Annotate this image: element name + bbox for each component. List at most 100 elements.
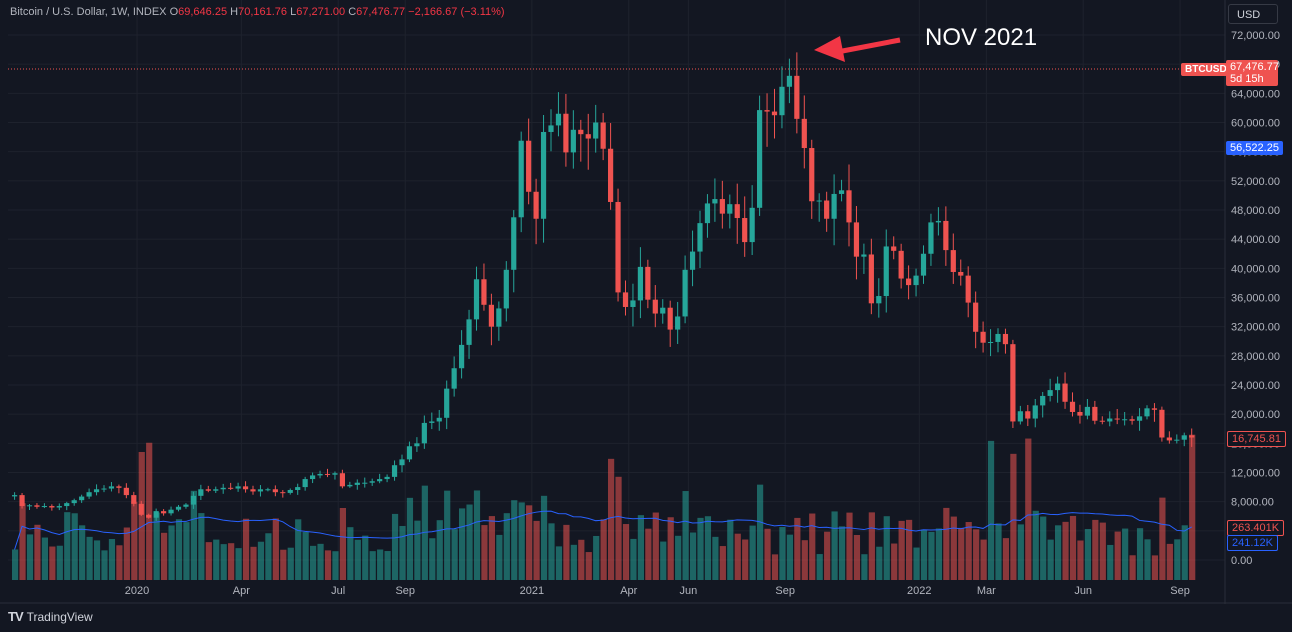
volume-bar bbox=[749, 525, 756, 580]
price-axis[interactable]: 72,000.0068,000.0064,000.0060,000.0056,0… bbox=[1231, 30, 1280, 567]
close-label: C bbox=[348, 6, 357, 18]
candle-body bbox=[645, 266, 651, 300]
candle-body bbox=[138, 503, 144, 515]
candle-body bbox=[481, 279, 487, 305]
volume-bar bbox=[689, 532, 697, 580]
y-tick-label: 36,000.00 bbox=[1231, 293, 1280, 305]
currency-button[interactable]: USD bbox=[1228, 4, 1278, 24]
volume-bar bbox=[608, 458, 615, 580]
candle-body bbox=[980, 331, 986, 343]
volume-bar bbox=[682, 491, 689, 580]
candle-body bbox=[1055, 383, 1061, 391]
candle-body bbox=[123, 487, 129, 496]
volume-bar bbox=[973, 529, 980, 580]
y-tick-label: 24,000.00 bbox=[1231, 380, 1280, 392]
volume-bar bbox=[667, 517, 674, 580]
candle-body bbox=[161, 511, 167, 514]
volume-bar bbox=[1084, 529, 1091, 580]
volume-bar bbox=[242, 518, 250, 580]
volume-bar bbox=[637, 515, 644, 580]
change-value: −2,166.67 (−3.11%) bbox=[408, 6, 505, 18]
x-tick-label: 2020 bbox=[125, 585, 149, 597]
volume-bar bbox=[414, 520, 421, 580]
symbol-legend[interactable]: Bitcoin / U.S. Dollar, 1W, INDEX O69,646… bbox=[10, 6, 505, 18]
volume-bar bbox=[391, 513, 399, 580]
candle-body bbox=[585, 134, 591, 139]
volume-bar bbox=[526, 505, 533, 580]
footer-brand[interactable]: TV TradingView bbox=[8, 609, 93, 624]
volume-bar bbox=[257, 541, 265, 580]
candle-body bbox=[384, 476, 390, 480]
volume-bar bbox=[496, 534, 503, 580]
symbol-title: Bitcoin / U.S. Dollar, 1W, INDEX bbox=[10, 6, 167, 18]
x-tick-label: 2021 bbox=[520, 585, 544, 597]
candle-body bbox=[1032, 405, 1038, 419]
candle-body bbox=[801, 118, 807, 149]
volume-bar bbox=[906, 519, 913, 580]
volume-bar bbox=[168, 525, 175, 580]
time-axis[interactable]: 2020 Apr Jul Sep 2021 Apr Jun Sep 2022 Mar Jun Sep bbox=[125, 585, 1190, 597]
volume-bar bbox=[511, 500, 518, 580]
candle-body bbox=[1107, 418, 1113, 422]
candle-body bbox=[93, 489, 100, 493]
volume-bar bbox=[518, 502, 525, 580]
candle-body bbox=[205, 489, 211, 491]
candle-body bbox=[488, 304, 494, 327]
candle-body bbox=[56, 506, 62, 508]
right-price-tag: 16,745.81 bbox=[1227, 431, 1286, 447]
candle-body bbox=[1099, 420, 1105, 422]
candle-body bbox=[220, 487, 226, 490]
candle-body bbox=[1129, 419, 1135, 421]
volume-bar bbox=[771, 554, 779, 580]
x-tick-label: Jun bbox=[679, 585, 697, 597]
volume-bar bbox=[1174, 539, 1181, 580]
candle-body bbox=[742, 218, 748, 243]
open-value: 69,646.25 bbox=[178, 6, 228, 18]
volume-bar bbox=[287, 547, 294, 580]
volume-bar bbox=[995, 523, 1002, 580]
volume-bar bbox=[935, 528, 942, 580]
candle-body bbox=[533, 191, 539, 219]
candle-body bbox=[257, 489, 264, 492]
candle-body bbox=[26, 505, 33, 507]
x-tick-label: Sep bbox=[1170, 585, 1190, 597]
x-tick-label: Sep bbox=[395, 585, 415, 597]
candle-body bbox=[526, 140, 532, 192]
candle-body bbox=[1025, 411, 1031, 419]
candle-body bbox=[913, 275, 919, 286]
candle-body bbox=[280, 492, 286, 494]
y-tick-label: 28,000.00 bbox=[1231, 351, 1280, 363]
volume-bar bbox=[533, 520, 540, 580]
volume-bar bbox=[824, 531, 831, 580]
candle-body bbox=[332, 473, 338, 475]
volume-bar bbox=[473, 490, 481, 580]
volume-bar bbox=[384, 551, 391, 580]
volume-bar bbox=[1107, 544, 1114, 580]
candle-body bbox=[660, 307, 666, 314]
volume-bar bbox=[719, 546, 726, 580]
x-tick-label: Apr bbox=[233, 585, 250, 597]
volume-bar bbox=[853, 534, 861, 580]
candle-body bbox=[958, 271, 964, 276]
candle-body bbox=[406, 446, 413, 460]
candle-body bbox=[920, 253, 927, 276]
last-price-tag: 67,476.77 5d 15h bbox=[1226, 60, 1279, 86]
volume-bar bbox=[593, 535, 600, 580]
x-tick-label: Jul bbox=[331, 585, 345, 597]
candle-body bbox=[734, 204, 740, 219]
volume-bar bbox=[1040, 516, 1047, 580]
candle-body bbox=[183, 504, 189, 507]
volume-bar bbox=[727, 519, 734, 580]
y-tick-label: 52,000.00 bbox=[1231, 176, 1280, 188]
volume-bar bbox=[421, 485, 428, 580]
y-tick-label: 44,000.00 bbox=[1231, 234, 1280, 246]
candle-body bbox=[19, 495, 25, 507]
candle-body bbox=[950, 250, 956, 272]
volume-bar bbox=[205, 542, 212, 580]
volume-bar bbox=[280, 549, 287, 580]
volume-bar bbox=[987, 440, 995, 580]
volume-bar bbox=[183, 522, 190, 580]
volume-bar bbox=[339, 507, 346, 580]
candle-body bbox=[1122, 419, 1128, 421]
